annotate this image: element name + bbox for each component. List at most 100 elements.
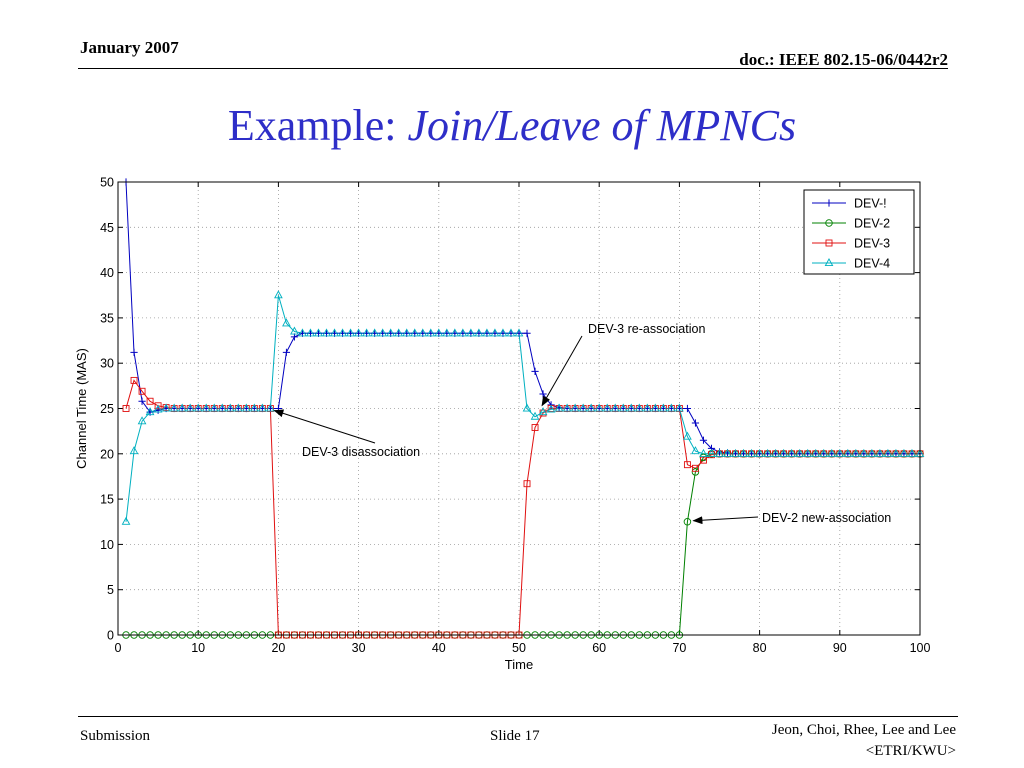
data-point-dev-4 [498,328,508,337]
x-tick-label: 80 [753,641,767,655]
data-point-dev-4 [241,403,251,412]
data-point-dev-4 [282,318,291,327]
data-point-dev- [130,348,138,356]
data-point-dev-4 [883,448,893,457]
data-point-dev-4 [338,328,347,337]
data-point-dev-4 [763,448,772,457]
data-point-dev-4 [394,328,404,337]
legend-marker-dev-2 [825,219,833,227]
data-point-dev-4 [739,448,748,457]
data-point-dev-4 [530,411,540,420]
data-point-dev-4 [707,448,716,457]
data-point-dev-3 [146,397,154,405]
axes-frame [117,181,921,636]
annotation-label-new-association: DEV-2 new-association [762,511,891,525]
data-point-dev-4 [659,403,668,412]
x-tick-label: 60 [592,641,606,655]
x-tick-label: 10 [191,641,205,655]
footer-rule [78,716,958,717]
data-point-dev-4 [434,328,444,337]
y-tick-label: 20 [100,447,114,461]
data-point-dev-4 [650,403,660,412]
data-point-dev-4 [137,416,147,425]
y-tick-label: 25 [100,402,114,416]
series-line-dev-4 [125,295,920,522]
x-tick-label: 100 [910,641,931,655]
x-tick-label: 0 [115,641,122,655]
data-point-dev-3 [154,402,162,410]
data-point-dev-4 [578,403,588,412]
footer-submission: Submission [80,728,151,744]
data-point-dev-4 [322,328,331,337]
slide-title: Example: Join/Leave of MPNCs [0,100,1024,151]
data-point-dev-4 [747,448,756,457]
data-point-dev-4 [514,328,524,337]
footer-slide-number: Slide 17 [490,728,540,744]
data-point-dev-3 [130,376,138,384]
x-tick-label: 90 [833,641,847,655]
data-point-dev-4 [715,448,724,457]
y-tick-label: 45 [100,221,114,235]
data-point-dev-4 [819,448,829,457]
data-point-dev-4 [378,328,388,337]
legend-marker-dev- [825,199,833,207]
data-point-dev-4 [330,328,339,337]
header-rule [78,68,948,69]
annotation-arrow-disassociation [273,409,376,444]
data-point-dev-4 [225,403,235,412]
data-point-dev-4 [602,403,612,412]
y-tick-label: 10 [100,538,114,552]
data-point-dev-3 [138,387,146,395]
data-point-dev- [683,404,692,413]
x-tick-label: 20 [271,641,285,655]
data-point-dev-4 [843,448,853,457]
data-point-dev-4 [386,328,396,337]
data-point-dev-4 [554,403,564,412]
annotation-arrow-new-association [692,516,759,525]
data-point-dev-4 [490,328,500,337]
annotation-arrow-reassociation [541,335,583,407]
data-point-dev-3 [531,424,539,431]
y-axis-label: Channel Time (MAS) [74,348,89,469]
data-point-dev-4 [891,448,901,457]
data-point-dev-4 [306,328,315,337]
title-emphasis: Join/Leave of MPNCs [407,101,797,150]
title-prefix: Example: [227,101,408,150]
data-point-dev- [523,329,531,337]
data-point-dev-4 [755,448,764,457]
data-point-dev-4 [859,448,869,457]
data-point-dev- [138,397,146,405]
data-point-dev-2 [691,468,700,476]
data-point-dev-4 [298,328,307,337]
channel-time-chart: 0 10 20 30 40 50 60 70 80 90 100 0 5 10 15 20 25 30 35 40 45… [74,176,931,673]
data-point-dev-4 [410,328,420,337]
data-point-dev-4 [795,448,805,457]
x-tick-label: 40 [432,641,446,655]
data-point-dev-4 [346,328,355,337]
data-point-dev-4 [153,404,163,413]
data-point-dev-4 [442,328,452,337]
data-point-dev-4 [851,448,861,457]
data-point-dev-4 [867,448,877,457]
y-tick-label: 30 [100,357,114,371]
data-point-dev-4 [274,290,283,299]
data-point-dev-4 [626,403,636,412]
y-tick-label: 50 [100,176,114,190]
data-point-dev-4 [201,403,211,412]
data-point-dev- [691,419,700,427]
data-point-dev-4 [875,448,885,457]
data-point-dev-4 [145,407,155,416]
data-point-dev-4 [618,403,628,412]
data-point-dev- [531,367,539,375]
header-doc-id: doc.: IEEE 802.15-06/0442r2 [739,50,948,69]
y-tick-label: 15 [100,493,114,507]
data-point-dev-4 [249,403,259,412]
data-point-dev-4 [546,404,556,413]
data-point-dev-4 [691,446,700,455]
footer-authors-line1: Jeon, Choi, Rhee, Lee and Lee [771,722,956,738]
x-axis-label: Time [505,657,533,672]
data-point-dev-4 [258,403,267,412]
data-point-dev-4 [362,328,371,337]
footer-authors: Jeon, Choi, Rhee, Lee and Lee <ETRI/KWU> [772,720,956,762]
data-point-dev-4 [185,403,195,412]
